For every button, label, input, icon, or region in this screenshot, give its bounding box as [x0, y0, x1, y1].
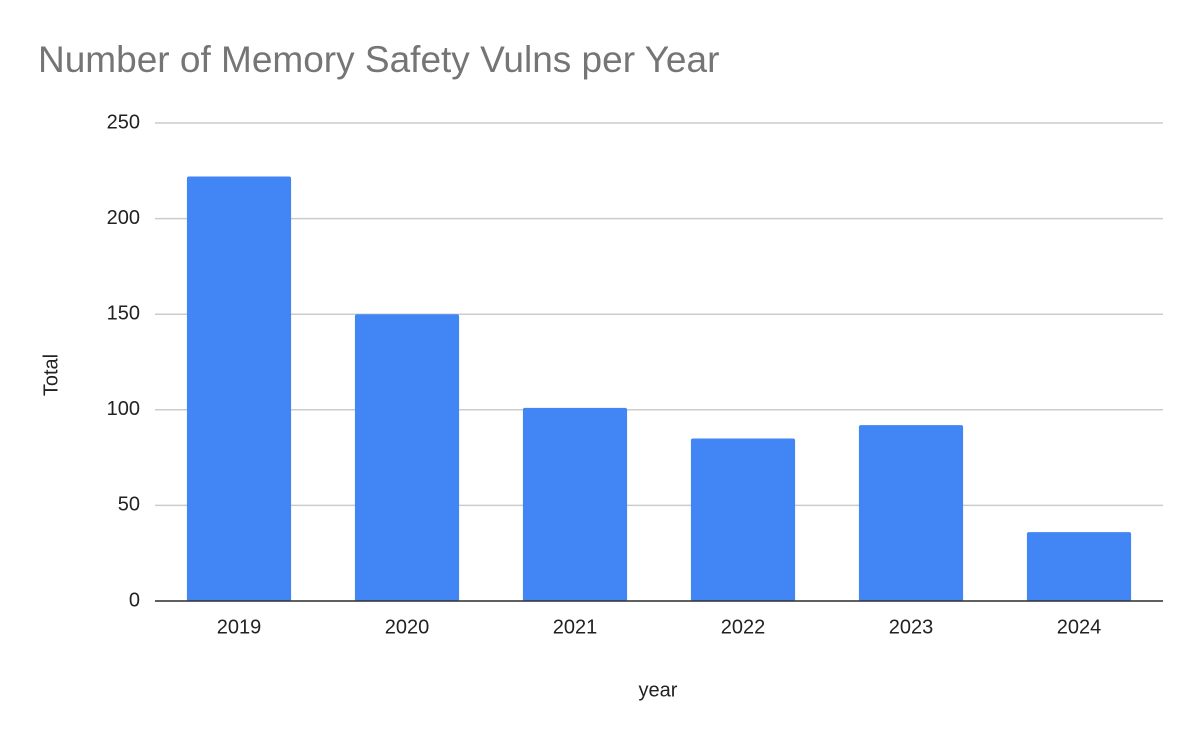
- x-tick-label: 2022: [721, 616, 766, 638]
- y-tick-label: 0: [129, 589, 140, 611]
- x-tick-label: 2020: [385, 616, 430, 638]
- bar: [186, 176, 292, 601]
- x-tick-label: 2021: [553, 616, 598, 638]
- x-axis-label: year: [639, 679, 678, 701]
- x-tick-label: 2024: [1057, 616, 1102, 638]
- x-tick-label: 2019: [217, 616, 262, 638]
- bar: [354, 314, 460, 601]
- bar: [858, 425, 964, 601]
- y-tick-label: 50: [118, 494, 140, 516]
- y-tick-label: 150: [107, 302, 140, 324]
- y-tick-label: 100: [107, 398, 140, 420]
- y-axis-label: Total: [40, 354, 62, 396]
- chart-title: Number of Memory Safety Vulns per Year: [38, 39, 719, 80]
- bar: [1026, 532, 1132, 601]
- x-tick-label: 2023: [889, 616, 934, 638]
- y-tick-label: 250: [107, 111, 140, 133]
- bar: [522, 407, 628, 601]
- y-tick-label: 200: [107, 207, 140, 229]
- bar: [690, 438, 796, 601]
